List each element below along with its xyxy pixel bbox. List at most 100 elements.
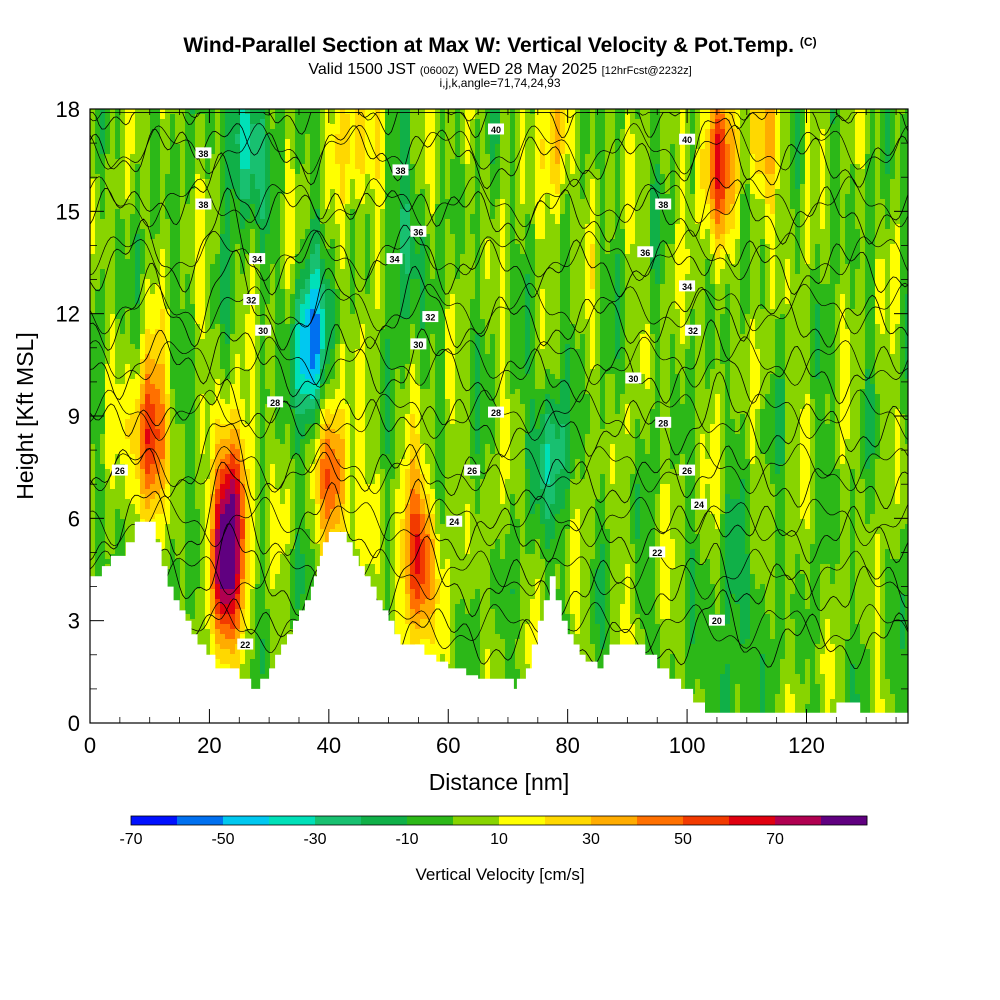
theta-contour-30 bbox=[90, 319, 908, 405]
colorbar-swatch bbox=[223, 816, 270, 825]
contour-label: 24 bbox=[691, 498, 708, 510]
theta-contour-minor bbox=[90, 602, 908, 654]
contour-label: 28 bbox=[655, 416, 672, 428]
contour-label: 32 bbox=[243, 294, 260, 306]
y-tick-label: 15 bbox=[56, 199, 80, 224]
colorbar-swatch bbox=[131, 816, 178, 825]
colorbar-swatch bbox=[729, 816, 776, 825]
theta-contour-36 bbox=[90, 152, 908, 245]
contour-label: 26 bbox=[464, 464, 481, 476]
terrain-mask bbox=[90, 521, 908, 723]
theta-contour-34 bbox=[90, 187, 908, 298]
colorbar-tick-label: -10 bbox=[395, 831, 418, 848]
contour-label: 22 bbox=[237, 638, 254, 650]
theta-contour-minor bbox=[90, 548, 908, 601]
y-tick-label: 12 bbox=[56, 302, 80, 327]
contour-label: 40 bbox=[679, 133, 696, 145]
colorbar-tick-label: 70 bbox=[766, 831, 784, 848]
contour-label: 32 bbox=[685, 324, 702, 336]
colorbar-title: Vertical Velocity [cm/s] bbox=[415, 865, 584, 884]
colorbar-swatch bbox=[315, 816, 362, 825]
theta-contour-20 bbox=[90, 589, 908, 669]
forecast-info: [12hrFcst@2232z] bbox=[602, 65, 692, 77]
contour-label: 24 bbox=[446, 515, 463, 527]
x-tick-label: 120 bbox=[788, 733, 825, 758]
theta-contour-38 bbox=[90, 117, 908, 190]
valid-time-utc: (0600Z) bbox=[420, 65, 459, 77]
contour-label: 28 bbox=[267, 396, 284, 408]
colorbar-swatch bbox=[545, 816, 592, 825]
contour-label: 38 bbox=[392, 164, 409, 176]
valid-time: Valid 1500 JST bbox=[308, 61, 415, 78]
x-tick-label: 20 bbox=[197, 733, 221, 758]
y-tick-label: 3 bbox=[68, 609, 80, 634]
contour-label: 30 bbox=[255, 324, 272, 336]
y-tick-label: 0 bbox=[68, 711, 80, 736]
colorbar: -70 -50 -30 -10 10 30 50 70 bbox=[119, 815, 868, 848]
colorbar-swatch bbox=[775, 816, 822, 825]
contour-label: 26 bbox=[111, 464, 128, 476]
contour-label: 30 bbox=[410, 338, 427, 350]
contour-label: 38 bbox=[195, 147, 212, 159]
contour-label: 36 bbox=[410, 225, 427, 237]
contour-label: 28 bbox=[488, 406, 505, 418]
colorbar-swatch bbox=[177, 816, 224, 825]
colorbar-tick-label: -30 bbox=[303, 831, 326, 848]
x-tick-label: 100 bbox=[669, 733, 706, 758]
colorbar-tick-label: 10 bbox=[490, 831, 508, 848]
theta-contour-26 bbox=[90, 423, 908, 510]
theta-contour-22 bbox=[90, 523, 908, 618]
x-tick-label: 60 bbox=[436, 733, 460, 758]
copyright-mark: (C) bbox=[800, 35, 817, 49]
contour-label: 32 bbox=[422, 311, 439, 323]
colorbar-swatch bbox=[637, 816, 684, 825]
contour-label: 22 bbox=[649, 546, 666, 558]
contour-label: 20 bbox=[708, 614, 725, 626]
colorbar-swatch bbox=[361, 816, 408, 825]
theta-contour-minor bbox=[90, 229, 908, 282]
x-tick-label: 40 bbox=[317, 733, 341, 758]
theta-contour-minor bbox=[90, 123, 908, 175]
contour-label: 34 bbox=[679, 280, 696, 292]
x-tick-label: 80 bbox=[555, 733, 579, 758]
colorbar-swatch bbox=[821, 816, 868, 825]
contour-label: 34 bbox=[249, 253, 266, 265]
x-tick-label: 0 bbox=[84, 733, 96, 758]
colorbar-swatch bbox=[591, 816, 638, 825]
theta-contour-32 bbox=[90, 249, 908, 351]
y-axis-label: Height [Kft MSL] bbox=[12, 332, 38, 499]
colorbar-swatch bbox=[499, 816, 546, 825]
colorbar-swatch bbox=[407, 816, 454, 825]
colorbar-swatch bbox=[269, 816, 316, 825]
y-tick-label: 6 bbox=[68, 506, 80, 531]
contour-label: 36 bbox=[637, 246, 654, 258]
colorbar-tick-label: 30 bbox=[582, 831, 600, 848]
contour-label: 38 bbox=[655, 198, 672, 210]
theta-contour-minor bbox=[90, 495, 908, 548]
y-tick-label: 9 bbox=[68, 404, 80, 429]
colorbar-tick-label: 50 bbox=[674, 831, 692, 848]
theta-contour-28 bbox=[90, 371, 908, 458]
chart-title: Wind-Parallel Section at Max W: Vertical… bbox=[0, 34, 1000, 58]
valid-date: WED 28 May 2025 bbox=[463, 61, 597, 78]
contour-label: 40 bbox=[488, 123, 505, 135]
contour-label: 38 bbox=[195, 198, 212, 210]
theta-contour-labels: 38 38 40 40 38 38 36 36 34 34 34 32 32 32 30 30 30 28 28 28… bbox=[111, 123, 725, 650]
colorbar-tick-label: -50 bbox=[211, 831, 234, 848]
colorbar-tick-label: -70 bbox=[119, 831, 142, 848]
y-tick-label: 18 bbox=[56, 97, 80, 122]
theta-contour-minor bbox=[90, 176, 908, 228]
theta-contour-minor bbox=[90, 112, 908, 122]
x-axis-label: Distance [nm] bbox=[429, 769, 570, 795]
contour-label: 30 bbox=[625, 372, 642, 384]
contour-label: 34 bbox=[386, 253, 403, 265]
colorbar-swatch bbox=[683, 816, 730, 825]
theta-contour-24 bbox=[90, 461, 908, 565]
chart-subtitle: Valid 1500 JST (0600Z) WED 28 May 2025 [… bbox=[0, 61, 1000, 79]
grid-indices: i,j,k,angle=71,74,24,93 bbox=[0, 76, 1000, 90]
colorbar-swatch bbox=[453, 816, 500, 825]
theta-contour-minor bbox=[90, 336, 908, 388]
theta-contour-minor bbox=[90, 282, 908, 335]
